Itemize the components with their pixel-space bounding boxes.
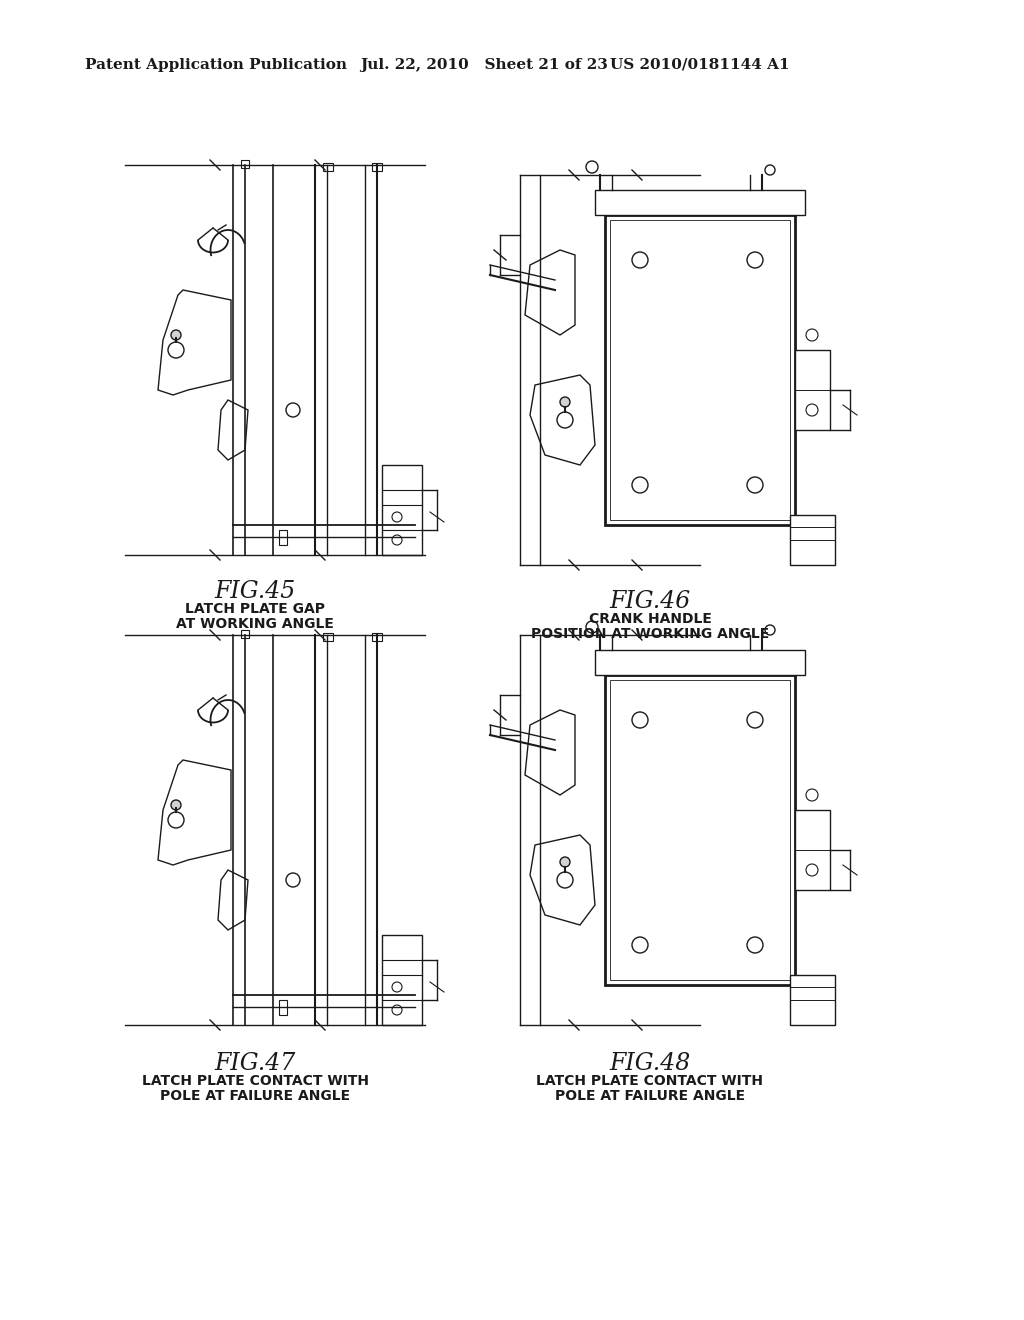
Text: POLE AT FAILURE ANGLE: POLE AT FAILURE ANGLE (555, 1089, 745, 1104)
Polygon shape (218, 870, 248, 931)
Circle shape (586, 620, 598, 634)
Circle shape (586, 161, 598, 173)
Polygon shape (530, 836, 595, 925)
Text: LATCH PLATE CONTACT WITH: LATCH PLATE CONTACT WITH (537, 1074, 764, 1088)
Polygon shape (158, 760, 231, 865)
Polygon shape (218, 400, 248, 459)
Bar (323, 634, 333, 642)
Text: FIG.47: FIG.47 (214, 1052, 296, 1074)
Text: Jul. 22, 2010   Sheet 21 of 23: Jul. 22, 2010 Sheet 21 of 23 (360, 58, 608, 73)
Text: FIG.45: FIG.45 (214, 579, 296, 603)
Bar (595, 649, 805, 675)
Text: AT WORKING ANGLE: AT WORKING ANGLE (176, 616, 334, 631)
Bar (279, 531, 287, 545)
Bar (279, 1001, 287, 1015)
Circle shape (171, 330, 181, 341)
Bar (323, 162, 333, 172)
Circle shape (765, 165, 775, 176)
Bar (372, 634, 382, 642)
Text: US 2010/0181144 A1: US 2010/0181144 A1 (610, 58, 790, 73)
Circle shape (765, 624, 775, 635)
Polygon shape (530, 375, 595, 465)
Bar (795, 810, 830, 890)
Bar (795, 350, 830, 430)
Text: POSITION AT WORKING ANGLE: POSITION AT WORKING ANGLE (530, 627, 769, 642)
Bar (790, 515, 835, 565)
Bar (605, 215, 795, 525)
Text: LATCH PLATE GAP: LATCH PLATE GAP (185, 602, 325, 616)
Bar (595, 190, 805, 215)
Polygon shape (158, 290, 231, 395)
Text: CRANK HANDLE: CRANK HANDLE (589, 612, 712, 626)
Bar (605, 675, 795, 985)
Text: POLE AT FAILURE ANGLE: POLE AT FAILURE ANGLE (160, 1089, 350, 1104)
Bar (241, 630, 249, 638)
Polygon shape (525, 710, 575, 795)
Bar (382, 465, 422, 554)
Text: FIG.46: FIG.46 (609, 590, 690, 612)
Polygon shape (525, 249, 575, 335)
Circle shape (560, 857, 570, 867)
Bar (790, 975, 835, 1026)
Text: LATCH PLATE CONTACT WITH: LATCH PLATE CONTACT WITH (141, 1074, 369, 1088)
Circle shape (171, 800, 181, 810)
Bar (610, 220, 790, 520)
Bar (610, 680, 790, 979)
Bar (372, 162, 382, 172)
Text: FIG.48: FIG.48 (609, 1052, 690, 1074)
Text: Patent Application Publication: Patent Application Publication (85, 58, 347, 73)
Bar (241, 160, 249, 168)
Bar (382, 935, 422, 1026)
Circle shape (560, 397, 570, 407)
